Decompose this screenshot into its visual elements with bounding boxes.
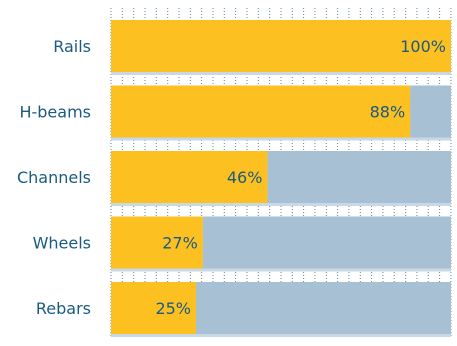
bar-0: [111, 20, 451, 72]
category-label-3: Wheels: [33, 234, 91, 253]
category-label-1: H-beams: [19, 103, 91, 122]
value-label-0: 100%: [400, 37, 446, 56]
bar-4: [111, 282, 196, 334]
bar-2: [111, 151, 268, 203]
bar-remainder-3: [202, 216, 451, 269]
category-label-2: Channels: [17, 168, 91, 187]
value-label-2: 46%: [227, 168, 263, 187]
bars-group: [111, 20, 451, 337]
category-label-0: Rails: [53, 37, 91, 56]
value-label-4: 25%: [155, 299, 191, 318]
category-label-4: Rebars: [36, 299, 91, 318]
bar-remainder-2: [267, 151, 451, 203]
bar-3: [111, 216, 203, 269]
labels-group: Rails 100% H-beams 88% Channels 46% Wheels 27% R…: [17, 37, 446, 318]
bar-remainder-1: [410, 85, 451, 138]
value-label-3: 27%: [162, 234, 198, 253]
value-label-1: 88%: [370, 103, 406, 122]
bar-remainder-4: [196, 282, 451, 334]
bar-1: [111, 85, 411, 138]
